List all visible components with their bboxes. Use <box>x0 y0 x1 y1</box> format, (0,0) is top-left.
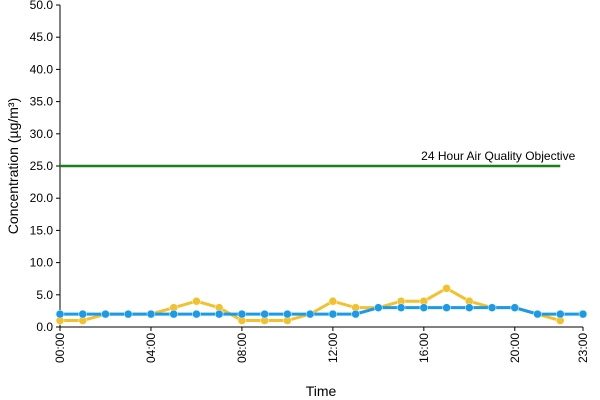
y-tick-label: 40.0 <box>30 62 54 76</box>
y-tick-label: 10.0 <box>30 256 54 270</box>
data-point <box>101 309 110 319</box>
y-tick-label: 5.0 <box>36 288 53 302</box>
data-point <box>237 309 247 319</box>
data-point <box>192 309 201 319</box>
data-point <box>260 309 269 319</box>
data-point <box>305 309 315 319</box>
data-point <box>351 309 360 319</box>
x-tick-label: 04:00 <box>144 333 158 363</box>
data-point <box>556 309 565 319</box>
y-tick-label: 50.0 <box>30 0 54 12</box>
data-point <box>487 303 497 312</box>
data-point <box>214 309 224 319</box>
data-point <box>78 309 87 319</box>
x-tick-label: 20:00 <box>508 333 522 363</box>
data-point <box>55 309 65 319</box>
y-tick-label: 20.0 <box>30 191 54 205</box>
data-point <box>123 309 133 319</box>
y-axis-label: Concentration (µg/m³) <box>5 98 21 234</box>
x-tick-label: 16:00 <box>417 333 431 363</box>
x-axis-label: Time <box>306 383 337 399</box>
data-point <box>328 296 338 306</box>
data-point <box>169 309 178 319</box>
x-tick-label: 00:00 <box>53 333 67 363</box>
y-tick-label: 15.0 <box>30 223 54 237</box>
data-point <box>442 303 451 312</box>
x-tick-label: 12:00 <box>326 333 340 363</box>
objective-label: 24 Hour Air Quality Objective <box>421 149 575 163</box>
y-tick-label: 35.0 <box>30 95 54 109</box>
data-point <box>146 309 156 319</box>
data-point <box>396 303 406 312</box>
data-point <box>283 309 292 319</box>
data-point <box>374 303 383 312</box>
data-point <box>419 303 429 312</box>
data-point <box>328 309 338 319</box>
x-tick-label: 08:00 <box>235 333 249 363</box>
data-point <box>533 309 542 319</box>
y-tick-label: 0.0 <box>36 320 53 334</box>
x-tick-label: 23:00 <box>576 333 590 363</box>
data-point <box>442 284 451 293</box>
y-tick-label: 30.0 <box>30 127 54 141</box>
data-point <box>578 309 588 319</box>
data-point <box>465 303 474 312</box>
data-point <box>510 303 520 312</box>
y-tick-label: 25.0 <box>30 159 54 173</box>
y-tick-label: 45.0 <box>30 30 54 44</box>
data-point <box>192 296 201 306</box>
